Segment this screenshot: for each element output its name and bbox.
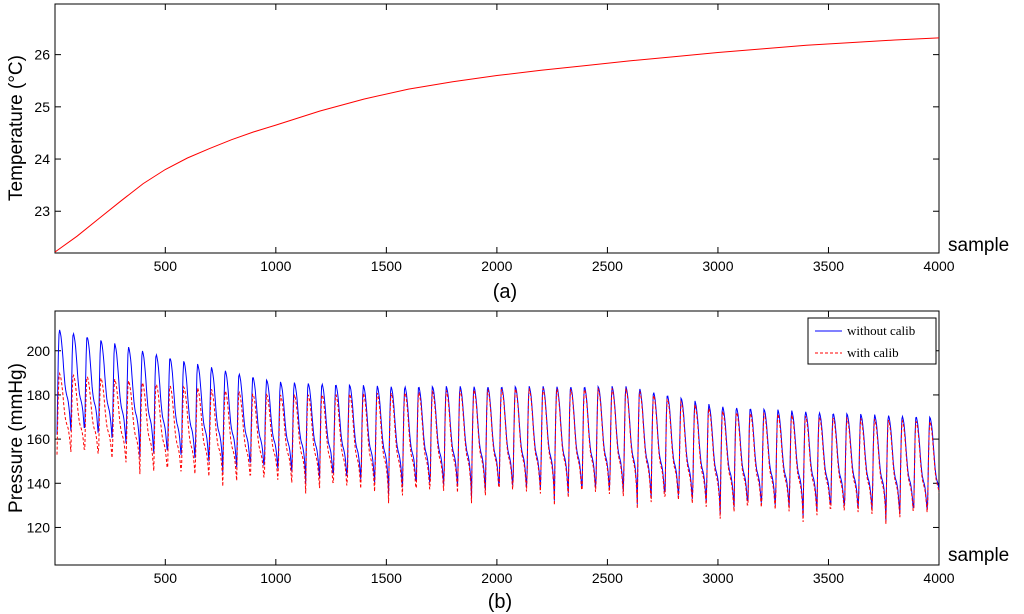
panel-b-ytick-label: 140: [27, 475, 51, 491]
panel-a-xtick-label: 1500: [371, 258, 402, 274]
panel-a-ytick-label: 23: [34, 203, 50, 219]
panel-a: 500 1000 1500 2000 2500 3000 3500 400023242526 …: [6, 3, 1009, 303]
panel-a-ytick-label: 26: [34, 47, 50, 63]
panel-a-ytick-label: 25: [34, 99, 50, 115]
panel-b-axes-box: [54, 310, 940, 566]
panel-a-caption: (a): [493, 281, 517, 303]
panel-a-lines: [54, 37, 940, 253]
panel-b-xlabel: sample: [948, 545, 1009, 566]
panel-b-series-line-1: [56, 371, 940, 525]
panel-b-ytick-label: 120: [27, 519, 51, 535]
panel-b-lines: [56, 329, 940, 525]
panel-b-ytick-label: 200: [27, 343, 51, 359]
panel-b-ytick-label: 160: [27, 431, 51, 447]
legend-label-without-calib: without calib: [847, 323, 915, 338]
panel-b-xtick-label: 2000: [481, 570, 512, 586]
panel-b: 500 1000 1500 2000 2500 3000 3500 4000 120 140 160…: [6, 310, 1009, 613]
panel-a-xtick-label: 2500: [592, 258, 623, 274]
panel-a-xtick-label: 2000: [481, 258, 512, 274]
panel-a-ylabel: Temperature (°C): [6, 55, 27, 201]
panel-b-xtick-label: 1500: [371, 570, 402, 586]
panel-b-ytick-label: 180: [27, 387, 51, 403]
legend-label-with-calib: with calib: [847, 345, 899, 360]
panel-b-xtick-label: 2500: [592, 570, 623, 586]
legend-box: [807, 317, 937, 365]
panel-b-xtick-label: 500: [154, 570, 178, 586]
panel-a-xtick-label: 1000: [260, 258, 291, 274]
panel-a-xtick-label: 3500: [813, 258, 844, 274]
panel-a-ticks: 500 1000 1500 2000 2500 3000 3500 4000 23 24 25 26: [34, 4, 955, 274]
panel-b-caption: (b): [488, 591, 512, 613]
panel-a-xlabel: sample: [948, 235, 1009, 256]
panel-b-xtick-label: 3500: [813, 570, 844, 586]
panel-b-ticks: 500 1000 1500 2000 2500 3000 3500 4000 120 140 160…: [27, 311, 955, 586]
panel-a-series-line-0: [54, 37, 940, 253]
panel-a-xtick-label: 3000: [702, 258, 733, 274]
panel-a-xtick-label: 500: [154, 258, 178, 274]
panel-b-xtick-label: 1000: [260, 570, 291, 586]
panel-a-ytick-label: 24: [34, 151, 50, 167]
panel-b-ylabel: Pressure (mmHg): [6, 363, 27, 513]
panel-a-xtick-label: 4000: [923, 258, 954, 274]
panel-b-xtick-label: 3000: [702, 570, 733, 586]
panel-b-xtick-label: 4000: [923, 570, 954, 586]
panel-b-legend: without calib with calib: [807, 317, 937, 365]
panel-a-axes-box: [54, 3, 940, 254]
